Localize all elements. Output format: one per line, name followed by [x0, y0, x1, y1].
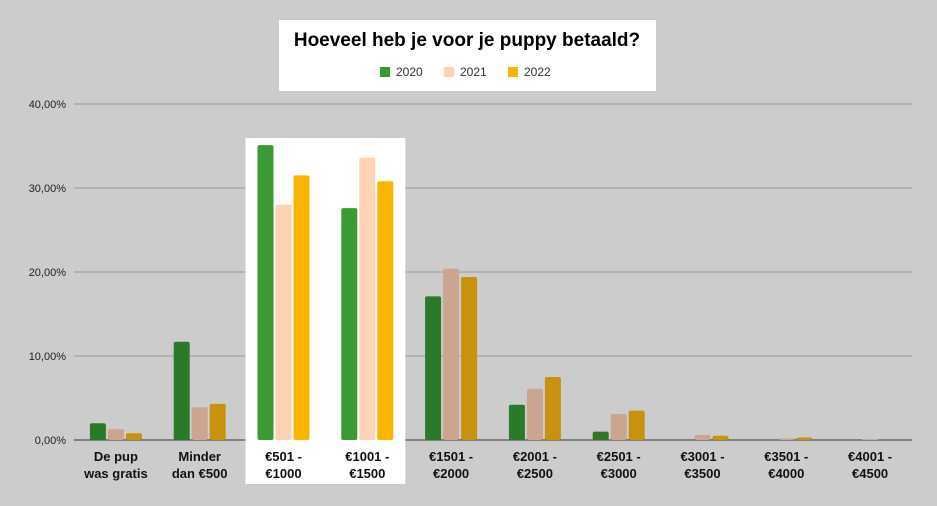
x-tick-label: €3501 -€4000	[764, 449, 808, 481]
bar-2020-3	[341, 208, 358, 440]
title-box	[279, 20, 656, 91]
y-tick-label: 0,00%	[35, 435, 66, 447]
bar-2021-0	[107, 429, 124, 440]
bar-2021-7	[694, 434, 711, 440]
x-tick-label: €2501 -€3000	[597, 449, 641, 481]
bar-2021-2	[275, 204, 292, 440]
legend-swatch-2022	[508, 67, 518, 77]
bar-2021-9	[862, 439, 879, 440]
x-tick-label: Minder dan €500	[172, 449, 228, 481]
bar-2022-3	[377, 181, 394, 440]
bar-2020-1	[173, 341, 190, 440]
legend-swatch-2020	[380, 67, 390, 77]
bar-2022-2	[293, 175, 310, 440]
bar-2022-0	[125, 433, 142, 440]
bar-2022-7	[712, 435, 729, 440]
bar-2022-5	[544, 377, 561, 440]
y-tick-label: 30,00%	[29, 183, 67, 195]
legend-label-2020: 2020	[396, 65, 423, 79]
y-axis: 0,00% 10,00% 20,00% 30,00% 40,00%	[29, 99, 67, 447]
y-tick-label: 40,00%	[29, 99, 67, 111]
legend-label-2022: 2022	[524, 65, 551, 79]
legend-label-2021: 2021	[460, 65, 487, 79]
x-tick-label: €3001 -€3500	[680, 449, 724, 481]
bar-2022-1	[209, 403, 226, 440]
chart-title: Hoeveel heb je voor je puppy betaald?	[294, 30, 640, 51]
bar-2021-1	[191, 407, 208, 440]
bar-2020-4	[425, 296, 442, 440]
bar-2020-2	[257, 145, 274, 440]
x-tick-label: De pup was gratis	[83, 449, 148, 481]
x-tick-label: €1501 -€2000	[429, 449, 473, 481]
chart-header: Hoeveel heb je voor je puppy betaald? 20…	[279, 20, 656, 91]
bar-2021-5	[526, 388, 543, 440]
legend: 2020 2021 2022	[380, 65, 551, 79]
bar-2022-8	[796, 437, 813, 440]
bar-2020-0	[89, 423, 106, 440]
x-axis: De pup was gratis Minder dan €500 €501 -€100…	[83, 449, 892, 481]
bar-2021-6	[610, 413, 627, 440]
x-tick-label: €501 -€1000	[265, 449, 302, 481]
bar-2021-3	[359, 157, 376, 440]
x-tick-label: €1001 -€1500	[345, 449, 389, 481]
x-tick-label: €2001 -€2500	[513, 449, 557, 481]
x-tick-label: €4001 -€4500	[848, 449, 892, 481]
bars	[89, 145, 879, 440]
bar-2022-6	[628, 410, 645, 440]
bar-2021-8	[778, 438, 795, 440]
legend-swatch-2021	[444, 67, 454, 77]
bar-2020-5	[508, 404, 525, 440]
bar-2021-4	[443, 268, 460, 440]
y-tick-label: 20,00%	[29, 267, 67, 279]
y-tick-label: 10,00%	[29, 351, 67, 363]
bar-2020-6	[592, 431, 609, 440]
bar-2022-4	[461, 277, 478, 440]
